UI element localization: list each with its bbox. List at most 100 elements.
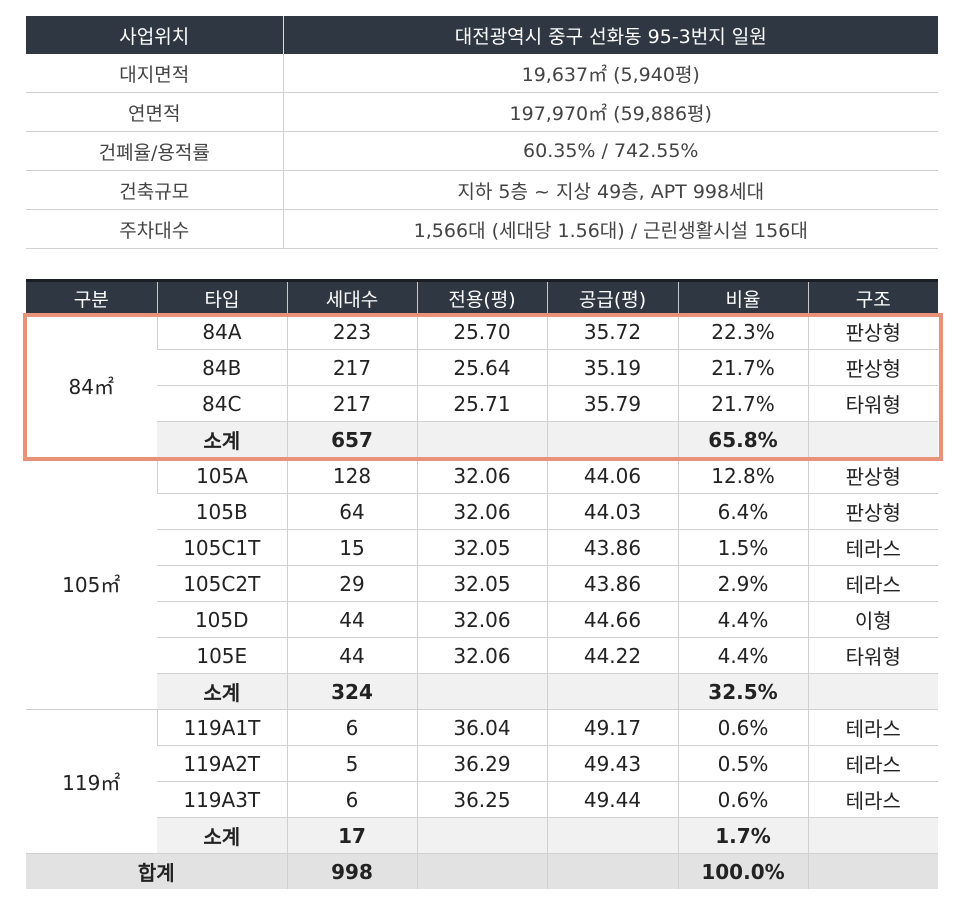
units-cell: 223 bbox=[286, 314, 417, 350]
empty-cell bbox=[546, 853, 678, 889]
exclusive-cell: 32.05 bbox=[416, 565, 547, 602]
total-ratio: 100.0% bbox=[677, 853, 808, 889]
column-header: 구조 bbox=[807, 279, 938, 314]
supply-cell: 44.66 bbox=[546, 601, 678, 638]
subtotal-label: 소계 bbox=[157, 421, 287, 458]
units-cell: 44 bbox=[286, 637, 417, 674]
subtotal-label: 소계 bbox=[157, 673, 287, 710]
group-label-119: 119㎡ bbox=[26, 709, 157, 854]
type-cell: 119A2T bbox=[157, 745, 287, 782]
summary-row: 대지면적 19,637㎡ (5,940평) bbox=[26, 54, 938, 93]
units-cell: 217 bbox=[286, 385, 417, 422]
empty-cell bbox=[807, 421, 938, 458]
structure-cell: 테라스 bbox=[807, 529, 938, 566]
supply-cell: 44.06 bbox=[546, 457, 678, 494]
summary-header-row: 사업위치 대전광역시 중구 선화동 95-3번지 일원 bbox=[26, 16, 938, 54]
empty-cell bbox=[416, 817, 547, 854]
ratio-cell: 1.5% bbox=[677, 529, 808, 566]
type-cell: 119A3T bbox=[157, 781, 287, 818]
units-cell: 29 bbox=[286, 565, 417, 602]
ratio-cell: 4.4% bbox=[677, 601, 808, 638]
supply-cell: 43.86 bbox=[546, 565, 678, 602]
coverage-ratio-label: 건폐율/용적률 bbox=[26, 131, 284, 171]
structure-cell: 판상형 bbox=[807, 349, 938, 386]
exclusive-cell: 25.70 bbox=[416, 314, 547, 350]
structure-cell: 테라스 bbox=[807, 745, 938, 782]
empty-cell bbox=[807, 817, 938, 854]
table-header-row: 구분 타입 세대수 전용(평) 공급(평) 비율 구조 bbox=[26, 279, 938, 314]
exclusive-cell: 32.06 bbox=[416, 637, 547, 674]
subtotal-units: 657 bbox=[286, 421, 417, 458]
empty-cell bbox=[416, 421, 547, 458]
empty-cell bbox=[416, 853, 547, 889]
empty-cell bbox=[807, 853, 938, 889]
type-cell: 84A bbox=[156, 314, 287, 350]
subtotal-units: 324 bbox=[286, 673, 417, 710]
subtotal-units: 17 bbox=[286, 817, 417, 854]
structure-cell: 이형 bbox=[807, 601, 938, 638]
summary-row: 건폐율/용적률 60.35% / 742.55% bbox=[26, 131, 938, 171]
column-header: 타입 bbox=[156, 279, 287, 314]
table-row: 84㎡ 84A 223 25.70 35.72 22.3% 판상형 bbox=[26, 314, 938, 458]
subtotal-ratio: 65.8% bbox=[677, 421, 808, 458]
structure-cell: 타워형 bbox=[807, 385, 938, 422]
building-scale-label: 건축규모 bbox=[26, 170, 284, 210]
empty-cell bbox=[546, 817, 678, 854]
supply-cell: 44.03 bbox=[546, 493, 678, 530]
subtotal-row: 소계 17 1.7% bbox=[26, 817, 938, 854]
supply-cell: 49.17 bbox=[546, 709, 678, 746]
table-row: 119㎡ 119A1T 6 36.04 49.17 0.6% 테라스 bbox=[26, 709, 938, 854]
exclusive-cell: 36.25 bbox=[416, 781, 547, 818]
exclusive-cell: 32.06 bbox=[416, 493, 547, 530]
ratio-cell: 21.7% bbox=[677, 349, 808, 386]
exclusive-cell: 25.64 bbox=[416, 349, 547, 386]
empty-cell bbox=[546, 673, 678, 710]
type-cell: 105C1T bbox=[157, 529, 287, 566]
ratio-cell: 2.9% bbox=[677, 565, 808, 602]
table-row: 105C2T 29 32.05 43.86 2.9% 테라스 bbox=[26, 565, 938, 602]
units-cell: 128 bbox=[286, 457, 417, 494]
exclusive-cell: 25.71 bbox=[416, 385, 547, 422]
ratio-cell: 22.3% bbox=[677, 314, 808, 350]
subtotal-label: 소계 bbox=[157, 817, 287, 854]
type-cell: 84C bbox=[157, 385, 287, 422]
table-row: 105E 44 32.06 44.22 4.4% 타워형 bbox=[26, 637, 938, 674]
type-cell: 105B bbox=[157, 493, 287, 530]
land-area-value: 19,637㎡ (5,940평) bbox=[283, 54, 938, 93]
empty-cell bbox=[546, 421, 678, 458]
location-value: 대전광역시 중구 선화동 95-3번지 일원 bbox=[282, 16, 938, 54]
ratio-cell: 4.4% bbox=[677, 637, 808, 674]
structure-cell: 테라스 bbox=[807, 709, 938, 746]
structure-cell: 판상형 bbox=[807, 314, 938, 350]
summary-row: 연면적 197,970㎡ (59,886평) bbox=[26, 92, 938, 132]
type-cell: 84B bbox=[157, 349, 287, 386]
total-label: 합계 bbox=[26, 853, 287, 889]
structure-cell: 테라스 bbox=[807, 565, 938, 602]
structure-cell: 테라스 bbox=[807, 781, 938, 818]
ratio-cell: 6.4% bbox=[677, 493, 808, 530]
coverage-ratio-value: 60.35% / 742.55% bbox=[283, 131, 938, 171]
units-cell: 5 bbox=[286, 745, 417, 782]
project-summary-table: 사업위치 대전광역시 중구 선화동 95-3번지 일원 대지면적 19,637㎡… bbox=[26, 16, 938, 249]
location-label: 사업위치 bbox=[26, 16, 283, 54]
exclusive-cell: 32.05 bbox=[416, 529, 547, 566]
supply-cell: 35.19 bbox=[546, 349, 678, 386]
group-label-84: 84㎡ bbox=[26, 314, 157, 458]
units-cell: 217 bbox=[286, 349, 417, 386]
units-cell: 64 bbox=[286, 493, 417, 530]
ratio-cell: 12.8% bbox=[677, 457, 808, 494]
column-header: 공급(평) bbox=[546, 279, 678, 314]
supply-cell: 44.22 bbox=[546, 637, 678, 674]
land-area-label: 대지면적 bbox=[26, 54, 284, 93]
table-row: 105㎡ 105A 128 32.06 44.06 12.8% 판상형 bbox=[26, 457, 938, 710]
floor-area-value: 197,970㎡ (59,886평) bbox=[283, 92, 938, 132]
structure-cell: 판상형 bbox=[807, 493, 938, 530]
column-header: 비율 bbox=[677, 279, 808, 314]
table-row: 84B 217 25.64 35.19 21.7% 판상형 bbox=[26, 349, 938, 386]
ratio-cell: 0.6% bbox=[677, 709, 808, 746]
summary-row: 주차대수 1,566대 (세대당 1.56대) / 근린생활시설 156대 bbox=[26, 209, 938, 249]
exclusive-cell: 36.04 bbox=[416, 709, 547, 746]
type-cell: 119A1T bbox=[156, 709, 287, 746]
group-label-105: 105㎡ bbox=[26, 457, 157, 710]
exclusive-cell: 32.06 bbox=[416, 457, 547, 494]
